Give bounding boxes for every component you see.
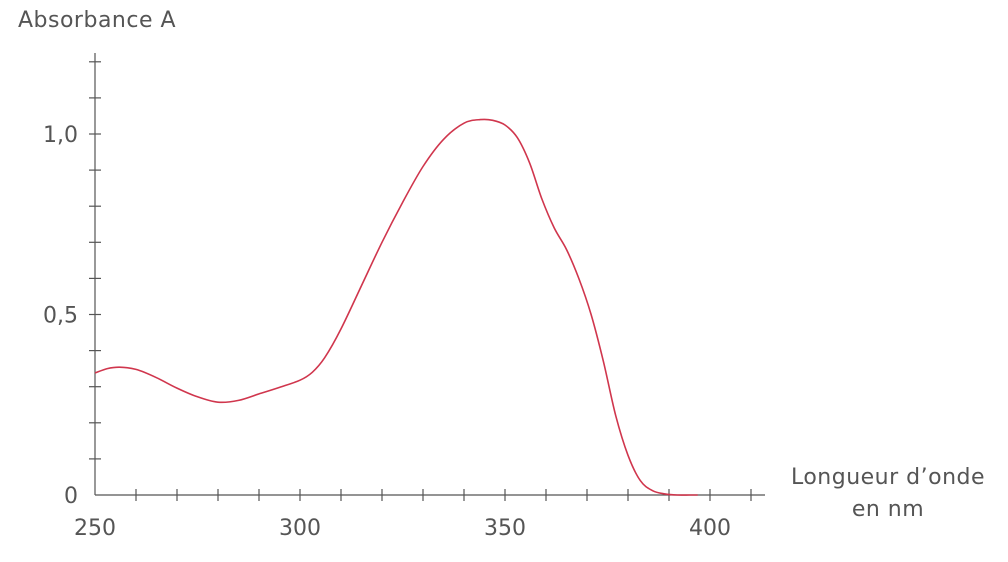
x-axis-label-line1: Longueur d’onde	[790, 465, 986, 490]
axes	[94, 53, 765, 496]
x-tick-label: 400	[689, 516, 731, 541]
x-tick-label: 350	[484, 516, 526, 541]
x-tick-label: 250	[74, 516, 116, 541]
series	[94, 118, 698, 496]
absorbance-curve-0	[94, 118, 698, 496]
x-axis-label-line2: en nm	[851, 497, 925, 522]
y-tick-label: 1,0	[43, 123, 78, 148]
ticks	[89, 61, 752, 501]
x-tick-label: 300	[279, 516, 321, 541]
y-tick-label: 0	[64, 484, 78, 509]
y-tick-label: 0,5	[43, 304, 78, 329]
x-axis-label: Longueur d’onde en nm	[782, 462, 994, 526]
y-axis-label: Absorbance A	[18, 8, 177, 33]
tick-labels: 250 300 350 400 0 0,5 1,0	[43, 123, 731, 541]
